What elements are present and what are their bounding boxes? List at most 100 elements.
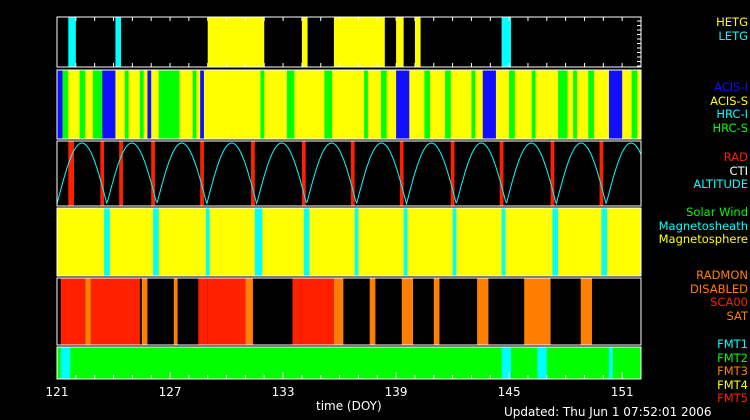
legend-item: HETG [716, 15, 748, 29]
panel-gratings-interval [301, 17, 308, 67]
panel-instrument-interval [286, 70, 295, 139]
panel-instrument-interval [445, 70, 451, 139]
panel-instrument-background [57, 70, 641, 139]
panel-radmon-interval [401, 278, 414, 345]
panel-instrument-interval [588, 70, 594, 139]
panel-instrument-interval [631, 70, 638, 139]
panel-instrument-interval [509, 70, 515, 139]
panel-radmon-interval [141, 278, 148, 345]
panel-radmon-interval [301, 278, 334, 345]
panel-format-interval [501, 347, 512, 379]
panel-radiation-interval [550, 141, 555, 206]
panel-radiation-interval [350, 141, 355, 206]
panel-environment-interval [303, 208, 310, 276]
panel-environment-interval [403, 208, 408, 276]
panel-instrument-frame [56, 69, 642, 140]
panel-radiation-interval [200, 141, 204, 206]
panel-radiation-interval [499, 141, 504, 206]
legend-gratings: HETG LETG [716, 15, 748, 43]
panel-instrument-interval [381, 70, 387, 139]
panel-radiation-interval [151, 141, 155, 206]
panel-instrument-interval [62, 70, 69, 139]
panel-instrument-interval [324, 70, 333, 139]
panel-instrument-interval [424, 70, 431, 139]
panel-radiation-interval [450, 141, 455, 206]
panel-radmon-interval [85, 278, 91, 345]
panel-format-frame [56, 346, 642, 380]
legend-item: ACIS-S [710, 93, 748, 108]
legend-instrument: ACIS-I ACIS-S HRC-I HRC-S [710, 80, 748, 135]
legend-item: SAT [726, 308, 748, 323]
legend-item: RAD [723, 150, 748, 164]
panel-radmon-interval [64, 278, 86, 345]
updated-timestamp: Updated: Thu Jun 1 07:52:01 2006 [504, 405, 712, 419]
panel-instrument-interval [92, 70, 103, 139]
legend-item: Solar Wind [686, 205, 748, 219]
panel-radmon-interval [333, 278, 344, 345]
panel-radiation-interval [399, 141, 404, 206]
panel-radmon-interval [105, 278, 140, 345]
panel-instrument-interval [147, 70, 152, 139]
panel-instrument-interval [608, 70, 623, 139]
panel-gratings-interval [333, 17, 385, 67]
legend-item: SCA00 [710, 295, 748, 309]
panel-environment-interval [205, 208, 210, 276]
altitude-curve [56, 142, 642, 206]
panel-environment-interval [153, 208, 159, 276]
panel-radmon-interval [477, 278, 489, 345]
panel-radmon-interval [369, 278, 376, 345]
x-tick-label: 151 [610, 385, 634, 399]
legend-item: FMT2 [717, 350, 748, 365]
panel-format-interval [608, 347, 613, 379]
panel-gratings-frame [56, 16, 642, 68]
legend-item: FMT1 [717, 337, 748, 351]
legend-item: LETG [718, 28, 748, 43]
x-axis-label: time (DOY) [316, 399, 382, 413]
panel-radiation-interval [68, 141, 74, 206]
legend-radiation: RAD CTI ALTITUDE [693, 150, 748, 192]
panel-environment-interval [601, 208, 608, 276]
x-tick-label: 127 [158, 385, 182, 399]
panel-instrument-interval [471, 70, 476, 139]
panel-radiation-frame [56, 140, 642, 207]
panel-instrument-interval [573, 70, 577, 139]
panel-instrument-interval [79, 70, 86, 139]
panel-environment-interval [254, 208, 263, 276]
panel-gratings-interval [115, 17, 122, 67]
panel-instrument-interval [139, 70, 144, 139]
panel-format-interval [60, 347, 71, 379]
panel-radmon-interval [524, 278, 551, 345]
x-tick-label: 121 [45, 385, 69, 399]
legend-item: FMT3 [717, 364, 748, 378]
panel-environment-interval [552, 208, 559, 276]
panel-radiation-interval [119, 141, 123, 206]
panel-radmon-frame [56, 277, 642, 346]
x-tick-label: 139 [384, 385, 408, 399]
panel-radmon-interval [580, 278, 593, 345]
panel-instrument-interval [57, 70, 63, 139]
panel-radiation-interval [301, 141, 306, 206]
x-tick-label: 133 [271, 385, 295, 399]
legend-item: RADMON [696, 268, 748, 282]
panel-radmon-interval [433, 278, 440, 345]
panel-radmon-interval [198, 278, 208, 345]
panel-radiation-interval [599, 141, 604, 206]
legend-item: DISABLED [689, 281, 748, 296]
panel-instrument-interval [558, 70, 568, 139]
panel-format-interval [537, 347, 547, 379]
legend-item: Magnetosheath [658, 218, 748, 233]
panel-format-background [57, 347, 641, 379]
panel-instrument-interval [158, 70, 180, 139]
panel-radmon-interval [207, 278, 246, 345]
panel-instrument-interval [260, 70, 265, 139]
legend-item: FMT4 [717, 377, 748, 392]
legend-item: CTI [729, 163, 748, 178]
panel-environment-interval [354, 208, 359, 276]
panel-instrument-interval [364, 70, 368, 139]
legend-item: ACIS-I [714, 80, 748, 94]
panel-gratings-interval [207, 17, 265, 67]
panel-instrument-interval [102, 70, 116, 139]
panel-instrument-interval [192, 70, 197, 139]
legend-item: HRC-S [712, 120, 748, 135]
panel-radmon-interval [60, 278, 65, 345]
